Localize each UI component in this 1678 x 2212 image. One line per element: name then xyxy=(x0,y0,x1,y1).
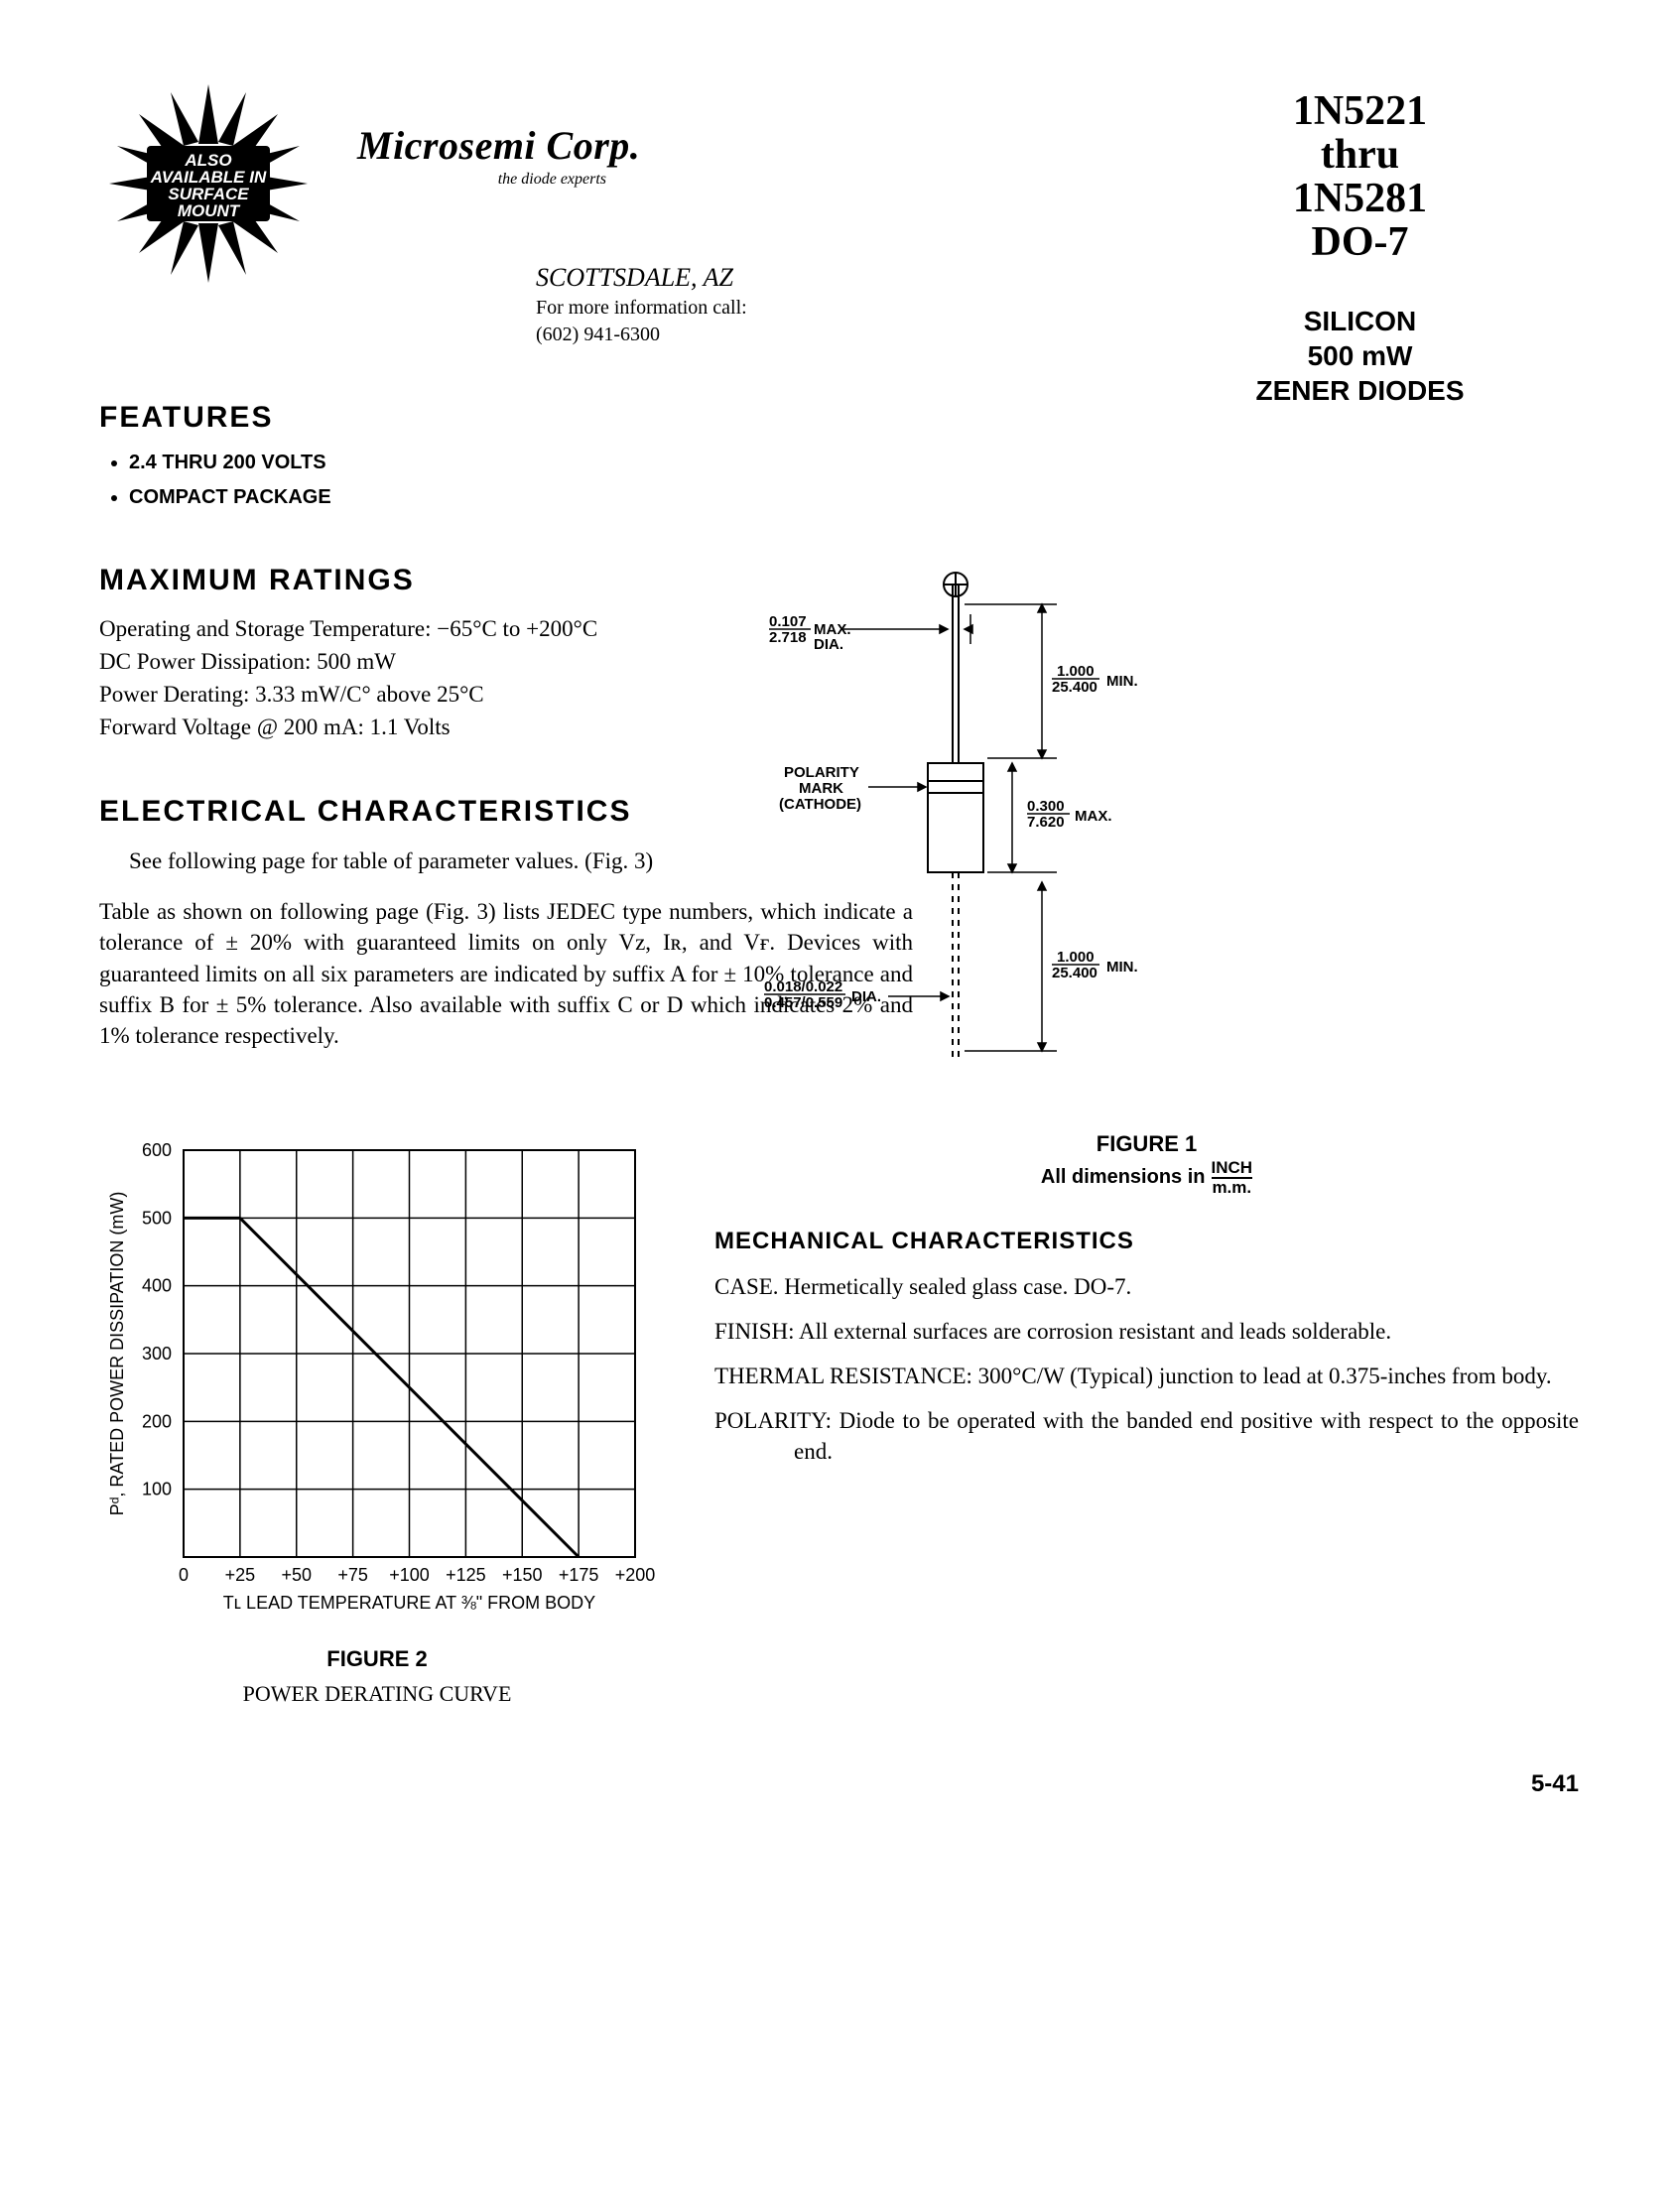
svg-text:+25: +25 xyxy=(225,1565,256,1585)
svg-text:(CATHODE): (CATHODE) xyxy=(779,796,861,813)
svg-text:MARK: MARK xyxy=(799,780,843,797)
part-number-block: 1N5221 thru 1N5281 DO-7 xyxy=(1141,89,1579,264)
subtype-line: ZENER DIODES xyxy=(1141,373,1579,408)
svg-text:Tʟ LEAD TEMPERATURE AT ⅜" FROM: Tʟ LEAD TEMPERATURE AT ⅜" FROM BODY xyxy=(223,1593,595,1613)
svg-text:1.000: 1.000 xyxy=(1057,663,1095,680)
mechanical-list: CASE. Hermetically sealed glass case. DO… xyxy=(714,1271,1579,1467)
figure2-caption: FIGURE 2 xyxy=(99,1644,655,1674)
starburst-badge: ALSO AVAILABLE IN SURFACE MOUNT xyxy=(99,79,318,297)
header-row: ALSO AVAILABLE IN SURFACE MOUNT Microsem… xyxy=(99,79,1141,348)
mechanical-title: MECHANICAL CHARACTERISTICS xyxy=(714,1226,1579,1257)
part-line: 1N5221 xyxy=(1141,89,1579,133)
package-outline-svg: 0.107 2.718 MAX. DIA. 1.000 25.400 MIN. xyxy=(714,555,1151,1101)
subtype-line: 500 mW xyxy=(1141,338,1579,373)
info-line: For more information call: xyxy=(536,295,747,322)
svg-text:0.107: 0.107 xyxy=(769,613,807,630)
svg-text:500: 500 xyxy=(142,1208,172,1228)
feature-item: COMPACT PACKAGE xyxy=(129,484,1141,511)
svg-text:0.018/0.022: 0.018/0.022 xyxy=(764,978,842,995)
svg-text:25.400: 25.400 xyxy=(1052,679,1097,696)
svg-text:600: 600 xyxy=(142,1140,172,1160)
svg-text:1.000: 1.000 xyxy=(1057,949,1095,966)
figure1-caption: FIGURE 1 xyxy=(714,1129,1579,1159)
svg-text:MOUNT: MOUNT xyxy=(178,201,241,220)
svg-text:0.457/0.559: 0.457/0.559 xyxy=(764,994,842,1011)
part-line: thru xyxy=(1141,133,1579,177)
figure2-subcaption: POWER DERATING CURVE xyxy=(99,1679,655,1709)
svg-text:MIN.: MIN. xyxy=(1106,959,1138,976)
company-block: Microsemi Corp. the diode experts xyxy=(357,119,747,191)
company-name: Microsemi Corp. xyxy=(357,119,747,173)
svg-text:25.400: 25.400 xyxy=(1052,965,1097,981)
svg-text:+100: +100 xyxy=(389,1565,430,1585)
features-title: FEATURES xyxy=(99,398,1141,439)
location-block: SCOTTSDALE, AZ For more information call… xyxy=(536,260,747,348)
svg-text:+200: +200 xyxy=(615,1565,655,1585)
svg-text:100: 100 xyxy=(142,1479,172,1498)
svg-text:300: 300 xyxy=(142,1344,172,1364)
svg-text:+50: +50 xyxy=(281,1565,312,1585)
svg-text:DIA.: DIA. xyxy=(851,988,881,1005)
figure2-column: 100 200 300 400 500 600 0 +25 +50 +75 +100 +125 +150… xyxy=(99,1071,655,1709)
part-line: DO-7 xyxy=(1141,220,1579,264)
phone-text: (602) 941-6300 xyxy=(536,322,747,348)
mech-item: CASE. Hermetically sealed glass case. DO… xyxy=(714,1271,1579,1302)
subtype-block: SILICON 500 mW ZENER DIODES xyxy=(1141,304,1579,408)
svg-text:7.620: 7.620 xyxy=(1027,814,1065,831)
mech-item: THERMAL RESISTANCE: 300°C/W (Typical) ju… xyxy=(714,1361,1579,1391)
svg-text:Pᵈ, RATED POWER DISSIPATION (m: Pᵈ, RATED POWER DISSIPATION (mW) xyxy=(107,1191,127,1515)
svg-text:400: 400 xyxy=(142,1275,172,1295)
svg-text:POLARITY: POLARITY xyxy=(784,764,859,781)
features-list: 2.4 THRU 200 VOLTS COMPACT PACKAGE xyxy=(129,450,1141,511)
part-line: 1N5281 xyxy=(1141,177,1579,220)
mech-item: POLARITY: Diode to be operated with the … xyxy=(714,1405,1579,1467)
dims-fraction: INCH m.m. xyxy=(1212,1159,1253,1196)
figure1-diagram: 0.107 2.718 MAX. DIA. 1.000 25.400 MIN. xyxy=(714,555,1579,1196)
subtype-line: SILICON xyxy=(1141,304,1579,338)
feature-item: 2.4 THRU 200 VOLTS xyxy=(129,450,1141,476)
company-and-location: Microsemi Corp. the diode experts SCOTTS… xyxy=(357,79,747,348)
location-text: SCOTTSDALE, AZ xyxy=(536,260,747,295)
svg-text:MIN.: MIN. xyxy=(1106,673,1138,690)
svg-text:DIA.: DIA. xyxy=(814,636,843,653)
svg-text:MAX.: MAX. xyxy=(1075,808,1112,825)
svg-text:+150: +150 xyxy=(502,1565,543,1585)
svg-text:200: 200 xyxy=(142,1411,172,1431)
svg-text:0: 0 xyxy=(179,1565,189,1585)
figure1-dims-note: All dimensions in INCH m.m. xyxy=(1041,1159,1252,1196)
dims-bot: m.m. xyxy=(1212,1179,1253,1196)
dims-prefix: All dimensions in xyxy=(1041,1164,1206,1191)
figure2-chart: 100 200 300 400 500 600 0 +25 +50 +75 +100 +125 +150… xyxy=(99,1130,655,1626)
page-number: 5-41 xyxy=(99,1768,1579,1800)
derating-chart-svg: 100 200 300 400 500 600 0 +25 +50 +75 +100 +125 +150… xyxy=(99,1130,655,1626)
header-right: 1N5221 thru 1N5281 DO-7 SILICON 500 mW Z… xyxy=(1141,79,1579,408)
figure1-caption-block: FIGURE 1 All dimensions in INCH m.m. xyxy=(714,1129,1579,1196)
svg-text:0.300: 0.300 xyxy=(1027,798,1065,815)
svg-text:2.718: 2.718 xyxy=(769,629,807,646)
bottom-two-col: 100 200 300 400 500 600 0 +25 +50 +75 +100 +125 +150… xyxy=(99,1071,1579,1709)
svg-text:+75: +75 xyxy=(337,1565,368,1585)
svg-text:+125: +125 xyxy=(446,1565,486,1585)
dims-top: INCH xyxy=(1212,1159,1253,1179)
right-column: 0.107 2.718 MAX. DIA. 1.000 25.400 MIN. xyxy=(714,1071,1579,1468)
mech-item: FINISH: All external surfaces are corros… xyxy=(714,1316,1579,1347)
starburst-icon: ALSO AVAILABLE IN SURFACE MOUNT xyxy=(99,79,318,288)
svg-text:+175: +175 xyxy=(559,1565,599,1585)
